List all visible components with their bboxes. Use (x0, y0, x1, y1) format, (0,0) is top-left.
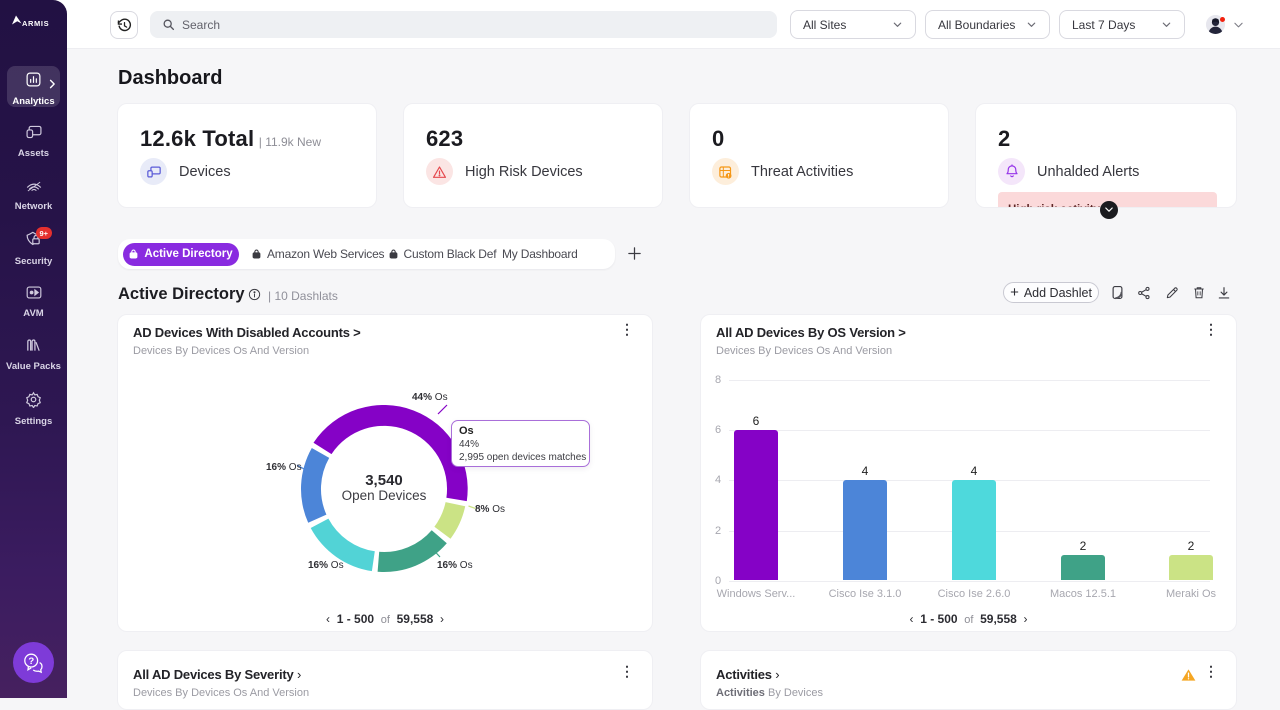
svg-text:?: ? (28, 656, 34, 667)
svg-text:ARMIS: ARMIS (22, 19, 49, 28)
